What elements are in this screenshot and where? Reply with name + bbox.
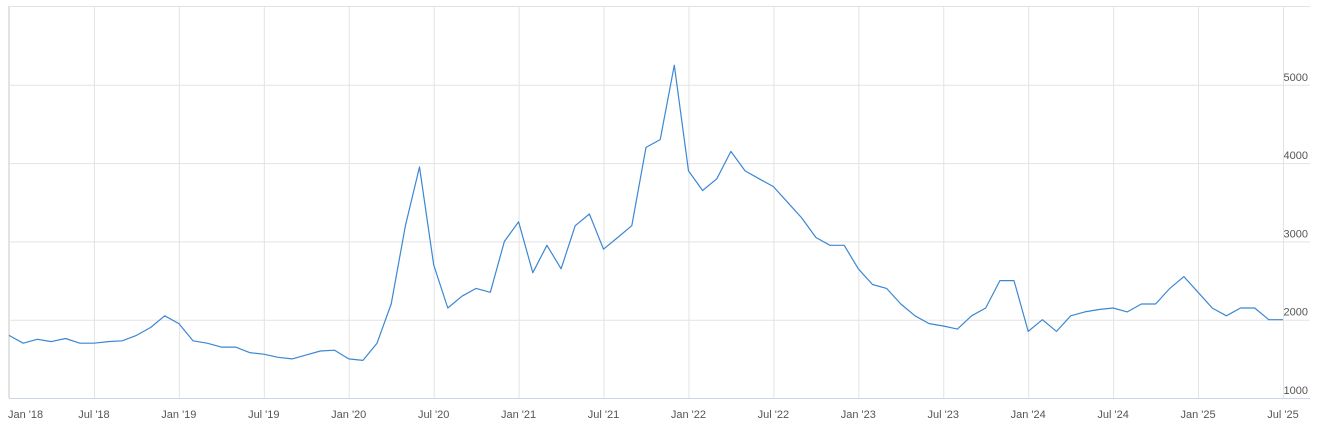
x-tick-label: Jan '24 <box>1011 409 1046 421</box>
x-tick-label: Jan '21 <box>501 409 536 421</box>
x-tick-label: Jul '22 <box>758 409 789 421</box>
x-tick-label: Jan '18 <box>8 409 43 421</box>
x-tick-label: Jan '23 <box>841 409 876 421</box>
y-tick-label: 4000 <box>1284 150 1308 162</box>
x-tick-label: Jul '19 <box>248 409 279 421</box>
y-tick-label: 5000 <box>1284 72 1308 84</box>
x-tick-label: Jul '25 <box>1267 409 1298 421</box>
x-tick-label: Jan '22 <box>671 409 706 421</box>
x-tick-label: Jan '20 <box>331 409 366 421</box>
x-tick-label: Jul '21 <box>588 409 619 421</box>
x-tick-label: Jan '25 <box>1180 409 1215 421</box>
data-line <box>8 64 1283 361</box>
x-tick-label: Jan '19 <box>161 409 196 421</box>
y-tick-label: 1000 <box>1284 385 1308 397</box>
x-tick-label: Jul '23 <box>928 409 959 421</box>
x-tick-label: Jul '20 <box>418 409 449 421</box>
x-tick-label: Jul '24 <box>1097 409 1128 421</box>
y-tick-label: 2000 <box>1284 307 1308 319</box>
y-tick-label: 3000 <box>1284 228 1308 240</box>
x-tick-label: Jul '18 <box>78 409 109 421</box>
